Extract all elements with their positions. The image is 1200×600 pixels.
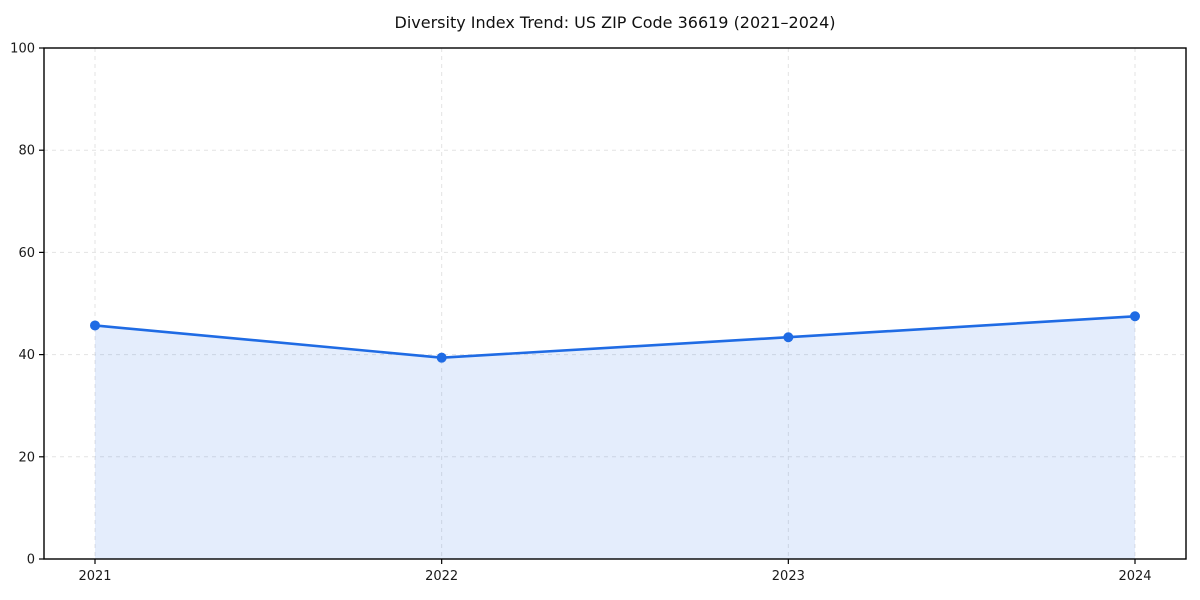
chart-title: Diversity Index Trend: US ZIP Code 36619… bbox=[394, 13, 836, 32]
y-tick-label: 60 bbox=[18, 246, 35, 261]
data-point-marker bbox=[783, 332, 794, 343]
y-tick-label: 80 bbox=[18, 144, 35, 159]
x-tick-label: 2021 bbox=[78, 569, 111, 584]
y-tick-label: 40 bbox=[18, 348, 35, 363]
x-tick-label: 2022 bbox=[425, 569, 458, 584]
y-tick-label: 0 bbox=[27, 553, 35, 568]
y-tick-label: 20 bbox=[18, 450, 35, 465]
y-tick-label: 100 bbox=[10, 42, 35, 57]
x-tick-label: 2024 bbox=[1118, 569, 1151, 584]
data-point-marker bbox=[1130, 311, 1140, 322]
trend-line bbox=[93, 314, 1137, 359]
x-tick-label: 2023 bbox=[772, 569, 805, 584]
plot-border bbox=[43, 47, 1187, 560]
data-point-marker bbox=[90, 320, 100, 331]
data-point-marker bbox=[436, 352, 447, 363]
area-fill bbox=[95, 316, 1135, 559]
